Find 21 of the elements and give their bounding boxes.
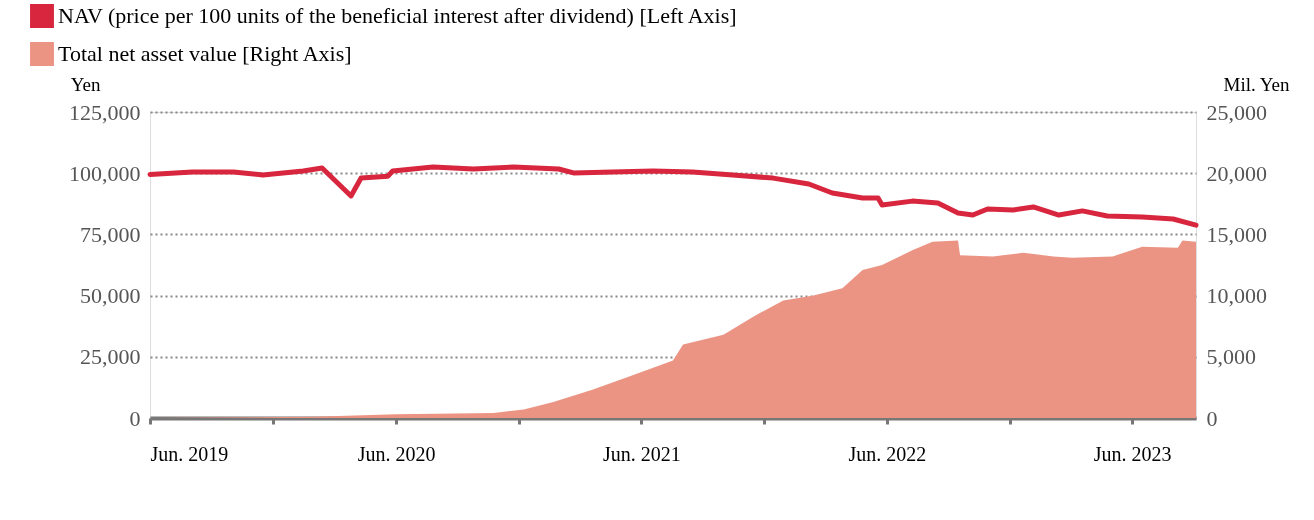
x-tick-label: Jun. 2019 <box>150 442 229 465</box>
y-tick-label: 75,000 <box>80 221 141 247</box>
legend-label: Total net asset value [Right Axis] <box>58 41 352 66</box>
y-axis-title: Yen <box>70 73 101 95</box>
legend-label: NAV (price per 100 units of the beneficial interest after dividend) [Left Axis] <box>58 3 737 28</box>
y2-tick-label: 15,000 <box>1206 221 1267 247</box>
y2-tick-label: 5,000 <box>1206 344 1256 370</box>
y-tick-label: 0 <box>129 405 141 431</box>
y-tick-label: 100,000 <box>69 160 141 186</box>
x-tick-label: Jun. 2021 <box>603 442 681 465</box>
y-tick-label: 50,000 <box>80 283 141 309</box>
y2-tick-label: 0 <box>1206 405 1218 431</box>
x-tick-label: Jun. 2023 <box>1093 442 1172 465</box>
y-tick-label: 125,000 <box>69 99 141 125</box>
y-tick-label: 25,000 <box>80 344 141 370</box>
y2-axis-title: Mil. Yen <box>1223 73 1290 95</box>
x-tick-label: Jun. 2020 <box>357 442 436 465</box>
y2-tick-label: 10,000 <box>1206 283 1267 309</box>
y2-tick-label: 25,000 <box>1206 99 1267 125</box>
x-tick-label: Jun. 2022 <box>848 442 927 465</box>
y2-tick-label: 20,000 <box>1206 160 1267 186</box>
